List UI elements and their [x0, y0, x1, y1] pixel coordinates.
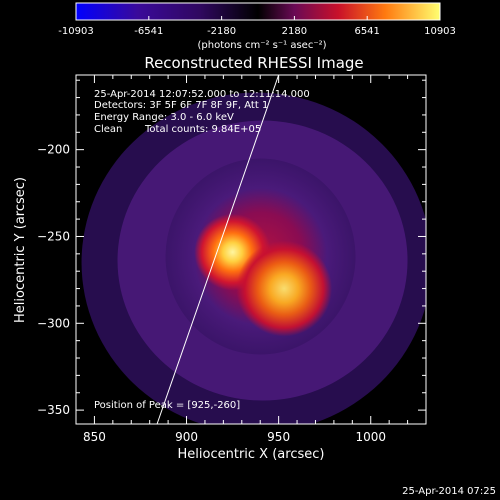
- colorbar-ticks: [75, 16, 441, 20]
- energy-range-text: Energy Range: 3.0 - 6.0 keV: [94, 112, 234, 123]
- peak-position-text: Position of Peak = [925,-260]: [94, 400, 240, 411]
- x-tick-label: 1000: [355, 430, 386, 444]
- y-tick-label: −350: [37, 403, 70, 417]
- colorbar: [75, 2, 441, 21]
- x-axis-ticks: [93, 75, 427, 424]
- emission-sources: [194, 213, 333, 337]
- x-axis-tick-labels: 850 900 950 1000: [83, 430, 386, 444]
- colorbar-tick-label: 6541: [354, 26, 379, 37]
- algorithm-text: Clean: [94, 124, 122, 135]
- emission-source: [236, 240, 333, 337]
- colorbar-tick-label: -6541: [134, 26, 163, 37]
- plot-title: Reconstructed RHESSI Image: [144, 54, 363, 72]
- y-tick-label: −250: [37, 229, 70, 243]
- total-counts-text: Total counts: 9.84E+05: [144, 124, 261, 135]
- time-range-text: 25-Apr-2014 12:07:52.000 to 12:11:14.000: [94, 89, 310, 100]
- x-tick-label: 900: [175, 430, 198, 444]
- x-tick-label: 850: [83, 430, 106, 444]
- y-axis-ticks: [76, 79, 426, 411]
- x-tick-label: 950: [267, 430, 290, 444]
- y-tick-label: −200: [37, 143, 70, 157]
- y-axis-tick-labels: −200 −250 −300 −350: [37, 143, 70, 417]
- colorbar-tick-label: -2180: [207, 26, 236, 37]
- solar-limb-line: [156, 75, 280, 424]
- plot-frame: [75, 74, 427, 425]
- detectors-text: Detectors: 3F 5F 6F 7F 8F 9F, Att 1: [94, 100, 268, 111]
- colorbar-unit-label: (photons cm⁻² s⁻¹ asec⁻²): [197, 40, 326, 51]
- y-tick-label: −300: [37, 316, 70, 330]
- image-area: [76, 75, 426, 424]
- colorbar-tick-labels: -10903 -6541 -2180 2180 6541 10903: [58, 26, 456, 37]
- colorbar-tick-label: -10903: [58, 26, 93, 37]
- x-axis-label: Heliocentric X (arcsec): [178, 447, 325, 462]
- footer-timestamp: 25-Apr-2014 07:25: [402, 486, 496, 497]
- colorbar-tick-label: 10903: [424, 26, 456, 37]
- y-axis-label: Heliocentric Y (arcsec): [13, 177, 28, 323]
- colorbar-tick-label: 2180: [282, 26, 307, 37]
